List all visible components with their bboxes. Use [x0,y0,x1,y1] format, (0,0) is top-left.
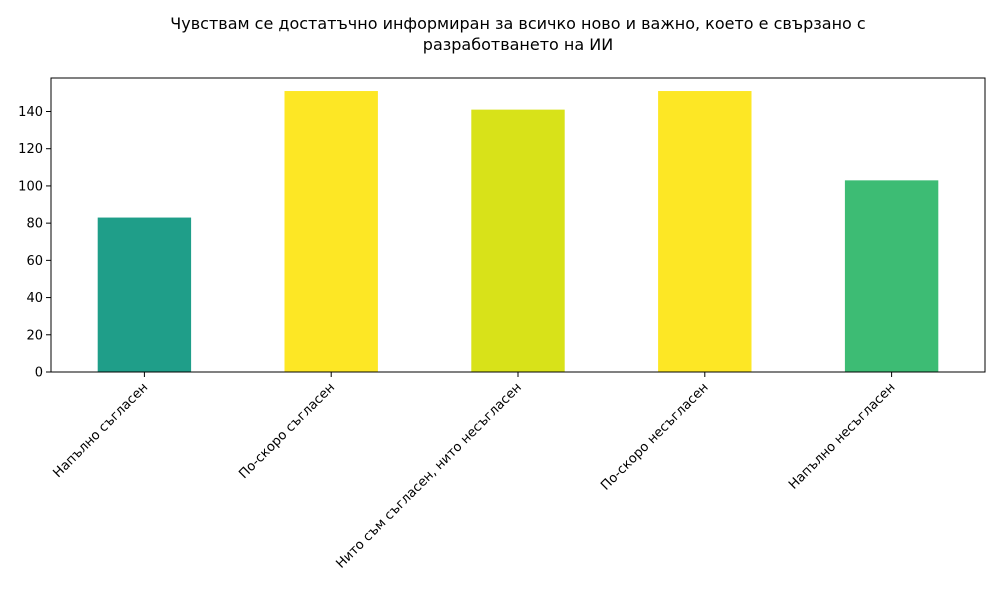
x-tick-label: Напълно несъгласен [786,380,898,492]
bar [658,91,752,372]
y-tick-label: 120 [18,142,43,157]
x-tick-label: По-скоро несъгласен [598,380,711,493]
chart-title-line-1: Чувствам се достатъчно информиран за вси… [170,14,865,33]
x-tick-label: Напълно съгласен [51,380,152,481]
y-axis: 0 20 40 60 80 100 120 140 [18,105,51,381]
y-tick-label: 100 [18,179,43,194]
y-tick-label: 40 [26,291,43,306]
x-tick-label: По-скоро съгласен [236,380,338,482]
bars-group [97,91,939,373]
y-tick-label: 60 [26,254,43,269]
x-tick-label: Нито съм съгласен, нито несъгласен [333,380,524,571]
y-tick-label: 80 [26,217,43,232]
chart-title: Чувствам се достатъчно информиран за вси… [170,14,865,54]
bar [97,217,192,372]
y-tick-label: 140 [18,105,43,120]
bar [284,91,378,372]
y-tick-label: 0 [35,366,43,381]
y-tick-label: 20 [26,328,43,343]
bar [471,109,565,373]
chart-title-line-2: разработването на ИИ [423,35,613,54]
bar [844,180,939,372]
